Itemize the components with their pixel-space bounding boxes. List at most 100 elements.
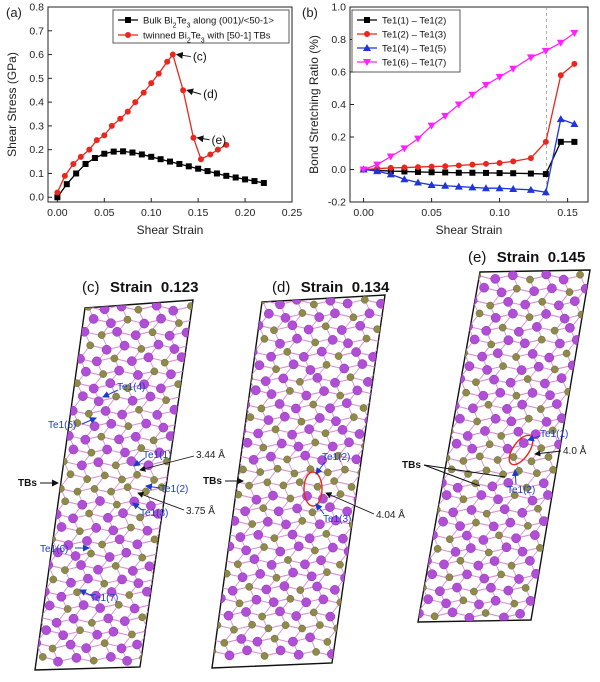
te-atom (85, 509, 93, 518)
te-atom (138, 613, 147, 622)
bi-atom (88, 314, 99, 324)
bi-atom (517, 546, 528, 557)
bi-atom (336, 325, 347, 335)
te-atom (235, 599, 244, 608)
bi-atom (77, 499, 88, 510)
bi-atom (538, 516, 549, 526)
bi-atom (300, 559, 310, 570)
legend-marker (125, 32, 131, 38)
data-point (204, 168, 211, 175)
bi-atom (305, 365, 316, 375)
te-atom (259, 443, 268, 452)
te-atom (73, 588, 81, 597)
bi-atom (153, 339, 164, 350)
bi-atom (93, 396, 104, 407)
data-point (442, 169, 449, 176)
bi-atom (266, 389, 277, 399)
te-atom (360, 295, 369, 304)
bi-atom (227, 585, 238, 596)
te-atom (336, 391, 345, 400)
te-atom (260, 652, 269, 660)
te-atom (336, 490, 345, 499)
bi-atom (312, 581, 322, 592)
te-atom (361, 442, 369, 451)
bi-atom (305, 632, 315, 643)
data-point (557, 138, 564, 145)
bi-atom (514, 574, 524, 584)
te-atom (260, 335, 269, 343)
bi-atom (158, 422, 169, 433)
bi-atom (354, 429, 365, 439)
te-atom (258, 612, 266, 621)
bi-atom (91, 356, 102, 367)
bi-atom (331, 416, 341, 427)
legend-entry: Te1(4) – Te1(5) (382, 44, 446, 55)
te-atom (512, 353, 520, 361)
bi-atom (555, 338, 565, 349)
te-atom (123, 384, 132, 393)
te-atom (212, 647, 217, 655)
bi-atom (486, 582, 496, 593)
x-axis-label: Shear Strain (436, 223, 503, 237)
bi-atom (129, 603, 140, 614)
bi-atom (44, 600, 55, 611)
bi-atom (166, 369, 176, 380)
data-point (441, 181, 450, 189)
bi-atom (181, 327, 192, 338)
te-atom (157, 483, 166, 491)
te-atom (577, 310, 586, 319)
te-atom (127, 523, 135, 532)
te-atom (524, 522, 532, 530)
te-atom (297, 417, 306, 426)
te-atom (61, 497, 70, 506)
bi-atom (56, 591, 67, 602)
data-point (455, 162, 462, 169)
te-atom (260, 543, 268, 551)
te-atom (433, 545, 442, 553)
bi-atom (100, 406, 111, 416)
bi-atom (342, 506, 353, 517)
te-atom (562, 349, 571, 358)
te-atom (374, 364, 382, 373)
bi-atom (293, 541, 304, 552)
te-atom (341, 465, 349, 474)
panel-d-distance-1: 4.04 Å (376, 508, 405, 521)
bi-atom (133, 370, 143, 380)
bi-atom (541, 417, 552, 427)
te-atom (270, 326, 278, 335)
te-atom (87, 448, 96, 457)
te-atom (510, 599, 519, 608)
te-atom (281, 621, 290, 630)
te-atom (89, 656, 98, 665)
bi-atom (490, 312, 501, 323)
bi-atom (251, 594, 262, 605)
te-atom (462, 388, 470, 397)
te-atom (470, 587, 478, 596)
bi-atom (330, 515, 341, 526)
data-point (468, 183, 477, 191)
te-atom (284, 556, 292, 564)
te-atom (100, 471, 109, 480)
te-atom (38, 653, 47, 661)
te-atom (323, 468, 332, 477)
x-tick-label: 0.10 (489, 207, 510, 219)
te-atom (175, 418, 184, 427)
bi-atom (517, 399, 528, 410)
bi-atom (93, 564, 103, 575)
panel-c-distance-1: 3.44 Å (196, 448, 225, 461)
te-atom (63, 605, 72, 613)
bi-atom (556, 373, 567, 383)
te-atom (137, 444, 146, 453)
te-atom (239, 465, 247, 474)
bi-atom (344, 437, 354, 448)
data-point (251, 178, 258, 185)
bi-atom (495, 387, 506, 398)
te-atom (112, 392, 120, 401)
bi-atom (452, 582, 462, 593)
x-axis-label: Shear Strain (137, 223, 204, 237)
te-atom (548, 426, 557, 435)
bi-atom (481, 325, 492, 336)
bi-atom (117, 574, 127, 585)
bi-atom (241, 545, 251, 556)
te-atom (487, 340, 496, 349)
